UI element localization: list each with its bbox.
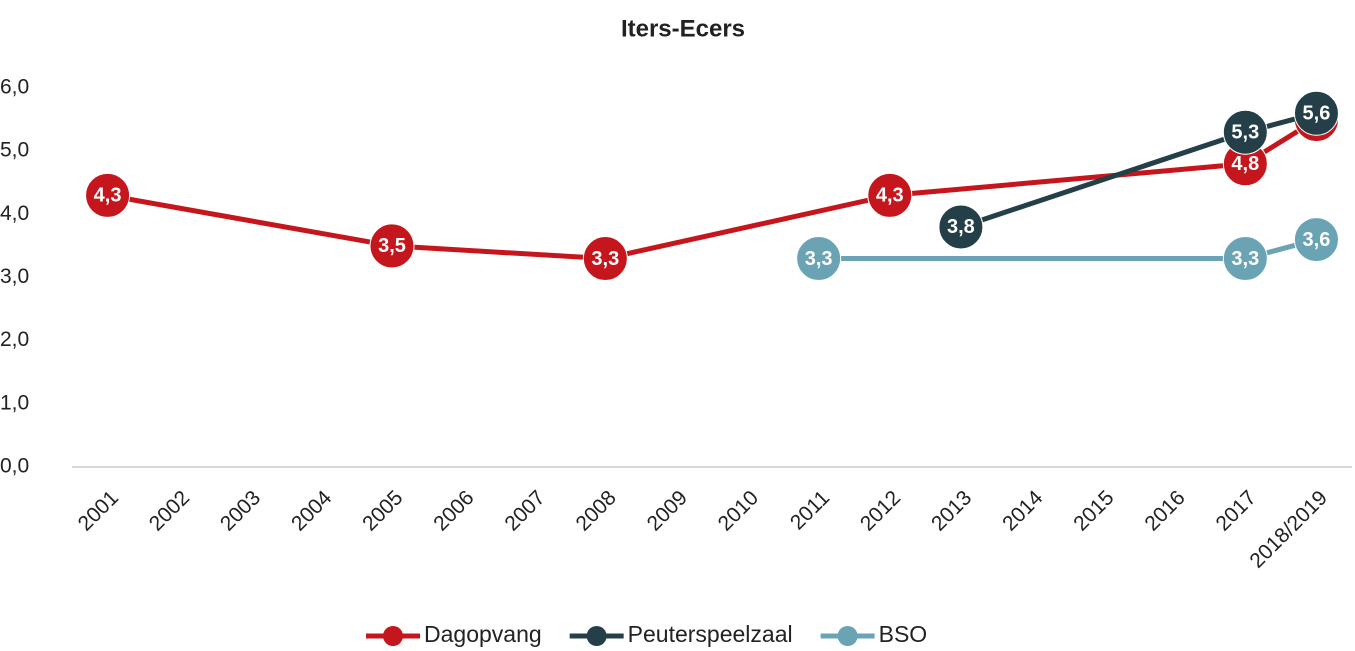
x-tick-label: 2018/2019 bbox=[1245, 486, 1331, 572]
x-tick-label: 2001 bbox=[74, 486, 123, 535]
x-tick-label: 2013 bbox=[927, 486, 976, 535]
point bbox=[938, 204, 984, 250]
y-tick-label: 2,0 bbox=[0, 328, 29, 351]
legend-label: Peuterspeelzaal bbox=[628, 621, 793, 647]
x-tick-label: 2010 bbox=[714, 486, 763, 535]
x-tick-label: 2014 bbox=[998, 486, 1048, 536]
x-tick-label: 2007 bbox=[500, 486, 549, 535]
legend-marker bbox=[586, 626, 607, 646]
point bbox=[1222, 236, 1268, 282]
line-segment bbox=[391, 243, 606, 262]
chart-title: Iters-Ecers bbox=[621, 15, 745, 42]
value-label: 3,3 bbox=[591, 248, 619, 270]
value-label: 4,3 bbox=[876, 185, 904, 207]
point bbox=[1222, 109, 1268, 155]
x-tick-label: 2003 bbox=[216, 486, 265, 535]
value-label: 3,3 bbox=[1231, 248, 1259, 270]
point bbox=[582, 236, 628, 282]
y-tick-label: 1,0 bbox=[0, 391, 29, 414]
x-tick-label: 2016 bbox=[1140, 486, 1189, 535]
y-tick-label: 0,0 bbox=[0, 455, 29, 478]
x-tick-label: 2017 bbox=[1211, 486, 1260, 535]
y-tick-label: 6,0 bbox=[0, 76, 29, 99]
point bbox=[796, 236, 842, 282]
value-label: 5,6 bbox=[1303, 103, 1331, 125]
x-tick-label: 2015 bbox=[1069, 486, 1118, 535]
legend-marker bbox=[383, 626, 403, 646]
y-tick-label: 4,0 bbox=[0, 202, 29, 225]
value-label: 4,8 bbox=[1231, 153, 1259, 175]
value-label: 5,3 bbox=[1231, 121, 1259, 143]
x-tick-label: 2008 bbox=[571, 486, 620, 535]
y-tick-label: 3,0 bbox=[0, 265, 29, 288]
legend-marker bbox=[837, 626, 858, 646]
legend-label: BSO bbox=[879, 621, 928, 647]
point bbox=[85, 172, 131, 218]
point bbox=[369, 223, 415, 269]
x-tick-label: 2012 bbox=[856, 486, 905, 535]
point bbox=[867, 172, 913, 218]
value-label: 3,3 bbox=[805, 248, 833, 270]
x-tick-label: 2004 bbox=[287, 486, 337, 536]
value-label: 3,8 bbox=[947, 216, 975, 238]
legend-label: Dagopvang bbox=[424, 621, 542, 647]
line-segment bbox=[604, 192, 891, 261]
line-segment bbox=[107, 192, 393, 249]
point bbox=[1293, 90, 1339, 136]
x-tick-label: 2005 bbox=[358, 486, 407, 535]
point bbox=[1293, 217, 1339, 263]
x-tick-label: 2009 bbox=[643, 486, 692, 535]
line-segment bbox=[889, 161, 1246, 198]
value-label: 4,3 bbox=[94, 185, 122, 207]
y-tick-label: 5,0 bbox=[0, 139, 29, 162]
x-tick-label: 2011 bbox=[786, 486, 834, 534]
x-tick-label: 2002 bbox=[145, 486, 194, 535]
x-tick-label: 2006 bbox=[429, 486, 478, 535]
value-label: 3,6 bbox=[1303, 229, 1331, 251]
value-label: 3,5 bbox=[378, 235, 406, 257]
line-segment bbox=[960, 129, 1247, 230]
